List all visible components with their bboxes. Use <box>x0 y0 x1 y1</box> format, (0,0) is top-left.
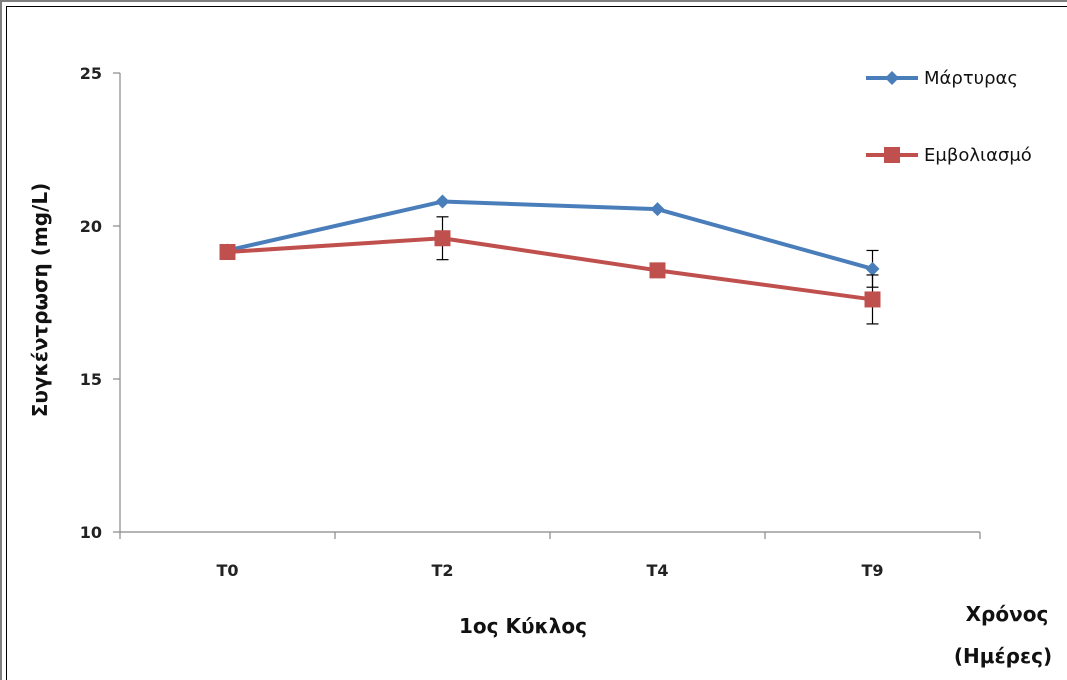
series-1 <box>220 194 880 288</box>
x-tick-labels: T0 T2 T4 T9 <box>216 561 883 580</box>
series-2 <box>219 216 881 325</box>
data-point <box>435 194 450 209</box>
legend-label: Μάρτυρας <box>924 68 1018 89</box>
x-axis-title-right-line2: (Ημέρες) <box>954 644 1052 668</box>
data-point <box>864 291 881 308</box>
series-line <box>227 199 874 271</box>
data-point <box>649 262 666 279</box>
y-axis-title: Συγκέντρωση (mg/L) <box>28 183 52 417</box>
y-tick-label: 10 <box>80 523 102 542</box>
x-axis-title: 1ος Κύκλος <box>459 614 587 638</box>
x-tick-label: T9 <box>861 561 883 580</box>
y-tick-label: 15 <box>80 370 102 389</box>
axes <box>113 72 981 539</box>
legend-marker <box>884 147 900 163</box>
x-tick-label: T2 <box>431 561 453 580</box>
x-axis-title-right-line1: Χρόνος <box>966 602 1049 626</box>
plot-area <box>219 194 881 325</box>
data-point <box>219 244 236 261</box>
legend: Μάρτυρας Εμβολιασμό <box>866 68 1032 166</box>
legend-label: Εμβολιασμό <box>924 145 1032 166</box>
legend-marker <box>885 71 899 85</box>
y-tick-label: 25 <box>80 64 102 83</box>
x-tick-label: T4 <box>646 561 668 580</box>
chart-inner-border <box>6 6 1067 680</box>
x-tick-label: T0 <box>216 561 238 580</box>
data-point <box>650 202 665 217</box>
y-tick-label: 20 <box>80 217 102 236</box>
data-point <box>434 230 451 247</box>
series-line <box>227 236 873 302</box>
y-tick-labels: 10 15 20 25 <box>80 64 102 542</box>
data-point <box>865 261 880 276</box>
